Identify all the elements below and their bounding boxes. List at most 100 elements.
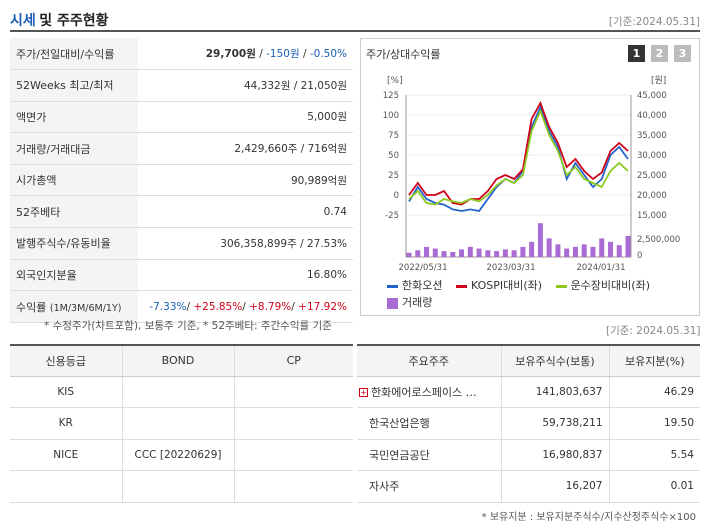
legend-item-volume: 거래량 xyxy=(387,296,432,309)
left-tick-label: 50 xyxy=(388,151,399,161)
left-tick-label: -25 xyxy=(385,211,399,221)
right-tick-label: 20,000 xyxy=(637,191,667,201)
section-header: 시세 및 주주현황 [기준:2024.05.31] xyxy=(10,10,700,32)
price-label: 거래량/거래대금 xyxy=(10,132,138,165)
volume-bar xyxy=(494,251,500,257)
right-tick-label: 40,000 xyxy=(637,111,667,121)
col-header: 신용등급 xyxy=(10,345,123,377)
table-row: 한국산업은행 59,738,211 19.50 xyxy=(357,407,700,440)
volume-bar xyxy=(616,245,622,257)
volume-bar xyxy=(590,246,596,257)
left-axis-label: [%] xyxy=(387,76,403,86)
price-row: 52Weeks 최고/최저 44,332원 / 21,050원 xyxy=(10,69,353,102)
col-header: BOND xyxy=(122,345,235,377)
price-label: 외국인지분율 xyxy=(10,259,138,292)
volume-bar xyxy=(537,223,543,257)
volume-bar xyxy=(406,252,412,257)
holder-name: 국민연금공단 xyxy=(357,439,502,471)
credit-agency: NICE xyxy=(10,439,123,471)
table-row: + 한화에어로스페이스 … 141,803,637 46.29 xyxy=(357,376,700,408)
left-tick-label: 125 xyxy=(383,91,399,101)
price-row: 52주베타 0.74 xyxy=(10,195,353,229)
left-tick-label: 100 xyxy=(383,111,399,121)
volume-tick-label: 0 xyxy=(637,251,642,261)
price-label: 52Weeks 최고/최저 xyxy=(10,69,138,102)
price-row: 발행주식수/유동비율 306,358,899주 / 27.53% xyxy=(10,227,353,260)
volume-bar xyxy=(432,248,438,257)
volume-bar xyxy=(572,246,578,257)
price-label: 시가총액 xyxy=(10,164,138,197)
holder-shares: 16,207 xyxy=(501,470,610,503)
right-tick-label: 35,000 xyxy=(637,131,667,141)
legend-item-stock: 한화오션 xyxy=(387,279,442,292)
credit-bond xyxy=(122,376,235,408)
return-values: -7.33%/ +25.85%/ +8.79%/ +17.92% xyxy=(138,290,353,323)
chart-tab-2[interactable]: 2 xyxy=(651,45,668,62)
price-label: 52주베타 xyxy=(10,195,138,229)
price-label: 액면가 xyxy=(10,101,138,134)
series-line-0 xyxy=(408,104,629,212)
credit-bond xyxy=(122,407,235,440)
holder-shares: 141,803,637 xyxy=(501,376,610,408)
volume-bar xyxy=(476,248,482,257)
volume-bar xyxy=(424,246,430,257)
header-title-main: 시세 xyxy=(10,13,36,29)
volume-bar xyxy=(520,246,526,257)
volume-bar xyxy=(441,251,447,257)
right-tick-label: 30,000 xyxy=(637,151,667,161)
holder-pct: 5.54 xyxy=(609,439,700,471)
credit-cp xyxy=(234,439,353,471)
x-tick-label: 2022/05/31 xyxy=(399,263,448,273)
date-note: [기준: 2024.05.31] xyxy=(606,325,701,337)
col-header: CP xyxy=(234,345,353,377)
credit-agency: KIS xyxy=(10,376,123,408)
credit-bond: CCC [20220629] xyxy=(122,439,235,471)
col-header: 보유지분(%) xyxy=(609,345,700,377)
volume-bar xyxy=(546,238,552,257)
legend-item-kospi: KOSPI대비(좌) xyxy=(455,279,542,292)
credit-bond xyxy=(122,470,235,503)
holder-pct: 46.29 xyxy=(609,376,700,408)
header-title-sub: 및 주주현황 xyxy=(39,13,109,29)
current-price: 29,700원 xyxy=(205,48,256,61)
credit-cp xyxy=(234,407,353,440)
price-row: 외국인지분율 16.80% xyxy=(10,259,353,292)
holder-pct: 19.50 xyxy=(609,407,700,440)
expand-plus-icon[interactable]: + xyxy=(359,388,368,398)
holder-name-expandable[interactable]: + 한화에어로스페이스 … xyxy=(357,376,502,408)
credit-agency xyxy=(10,470,123,503)
x-tick-label: 2023/03/31 xyxy=(487,263,536,273)
right-tick-label: 45,000 xyxy=(637,91,667,101)
left-tick-label: 0 xyxy=(394,191,399,201)
price-value: 5,000원 xyxy=(138,101,353,134)
volume-bar xyxy=(625,235,631,257)
col-header: 주요주주 xyxy=(357,345,502,377)
legend-item-sector: 운수장비대비(좌) xyxy=(555,279,650,292)
stock-chart: [%] [원] 125 100 75 50 25 0 -25 45,000 40,000 35,000… xyxy=(383,75,681,273)
price-change-pct: -0.50% xyxy=(309,48,347,61)
price-row: 수익률 (1M/3M/6M/1Y) -7.33%/ +25.85%/ +8.79… xyxy=(10,290,353,323)
holders-header-row: 주요주주 보유주식수(보통) 보유지분(%) xyxy=(357,345,700,377)
volume-bar xyxy=(555,244,561,257)
holder-name: 한국산업은행 xyxy=(357,407,502,440)
chart-tab-3[interactable]: 3 xyxy=(674,45,691,62)
x-tick-label: 2024/01/31 xyxy=(577,263,626,273)
credit-cp xyxy=(234,376,353,408)
chart-tab-1[interactable]: 1 xyxy=(628,45,645,62)
price-row: 거래량/거래대금 2,429,660주 / 716억원 xyxy=(10,132,353,165)
price-label: 발행주식수/유동비율 xyxy=(10,227,138,260)
volume-bar xyxy=(564,248,570,257)
volume-bar xyxy=(450,251,456,257)
col-header: 보유주식수(보통) xyxy=(501,345,610,377)
volume-bar xyxy=(511,250,517,257)
price-row: 주가/전일대비/수익률 29,700원 / -150원 / -0.50% xyxy=(10,38,353,71)
chart-legend: 한화오션 KOSPI대비(좌) 운수장비대비(좌) 거래량 xyxy=(387,277,687,311)
table-row: KR xyxy=(10,407,353,440)
left-tick-label: 75 xyxy=(388,131,399,141)
credit-table: 신용등급 BOND CP KIS KR NICE CCC [20220629] xyxy=(10,344,353,503)
price-note: * 수정주가(차트포함), 보통주 기준, * 52주베타: 주간수익률 기준 xyxy=(44,320,332,332)
price-value: 16.80% xyxy=(138,259,353,292)
table-row xyxy=(10,470,353,503)
table-row: KIS xyxy=(10,376,353,408)
volume-bar xyxy=(502,249,508,257)
